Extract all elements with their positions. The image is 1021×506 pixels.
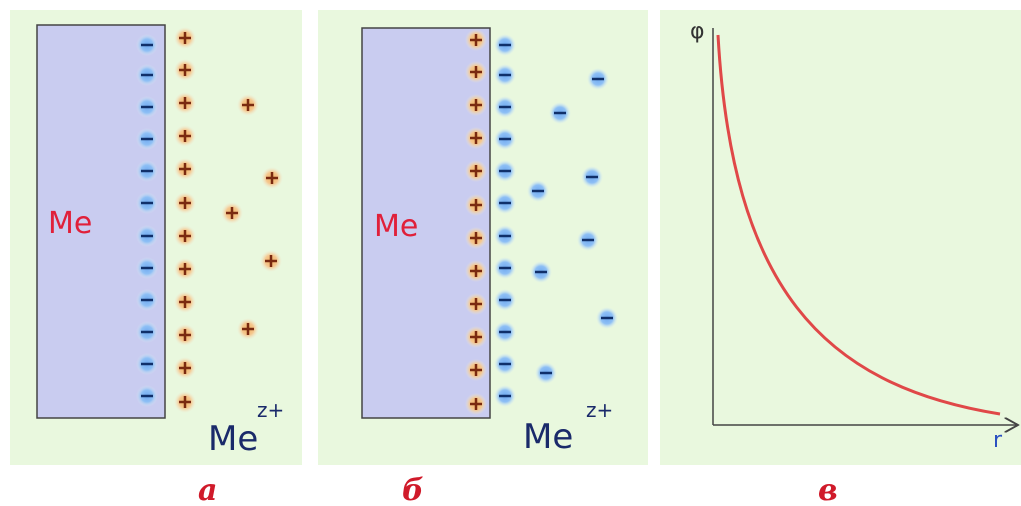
caption: а [198,473,217,506]
ions [136,27,618,415]
metal-label: Me [374,209,418,244]
panel-bg [660,10,1021,465]
metal [36,24,166,419]
potential-curve [716,34,1001,416]
caption: в [818,473,838,506]
ion-label: Me [523,417,573,457]
ion-charge: z+ [257,398,284,422]
metal-label: Me [48,206,92,241]
ion-charge: z+ [586,398,613,422]
metal [361,27,491,419]
y-axis-label: φ [690,19,705,44]
caption: б [402,473,424,506]
x-axis-label: r [993,428,1003,453]
ion-label: Me [208,419,258,459]
